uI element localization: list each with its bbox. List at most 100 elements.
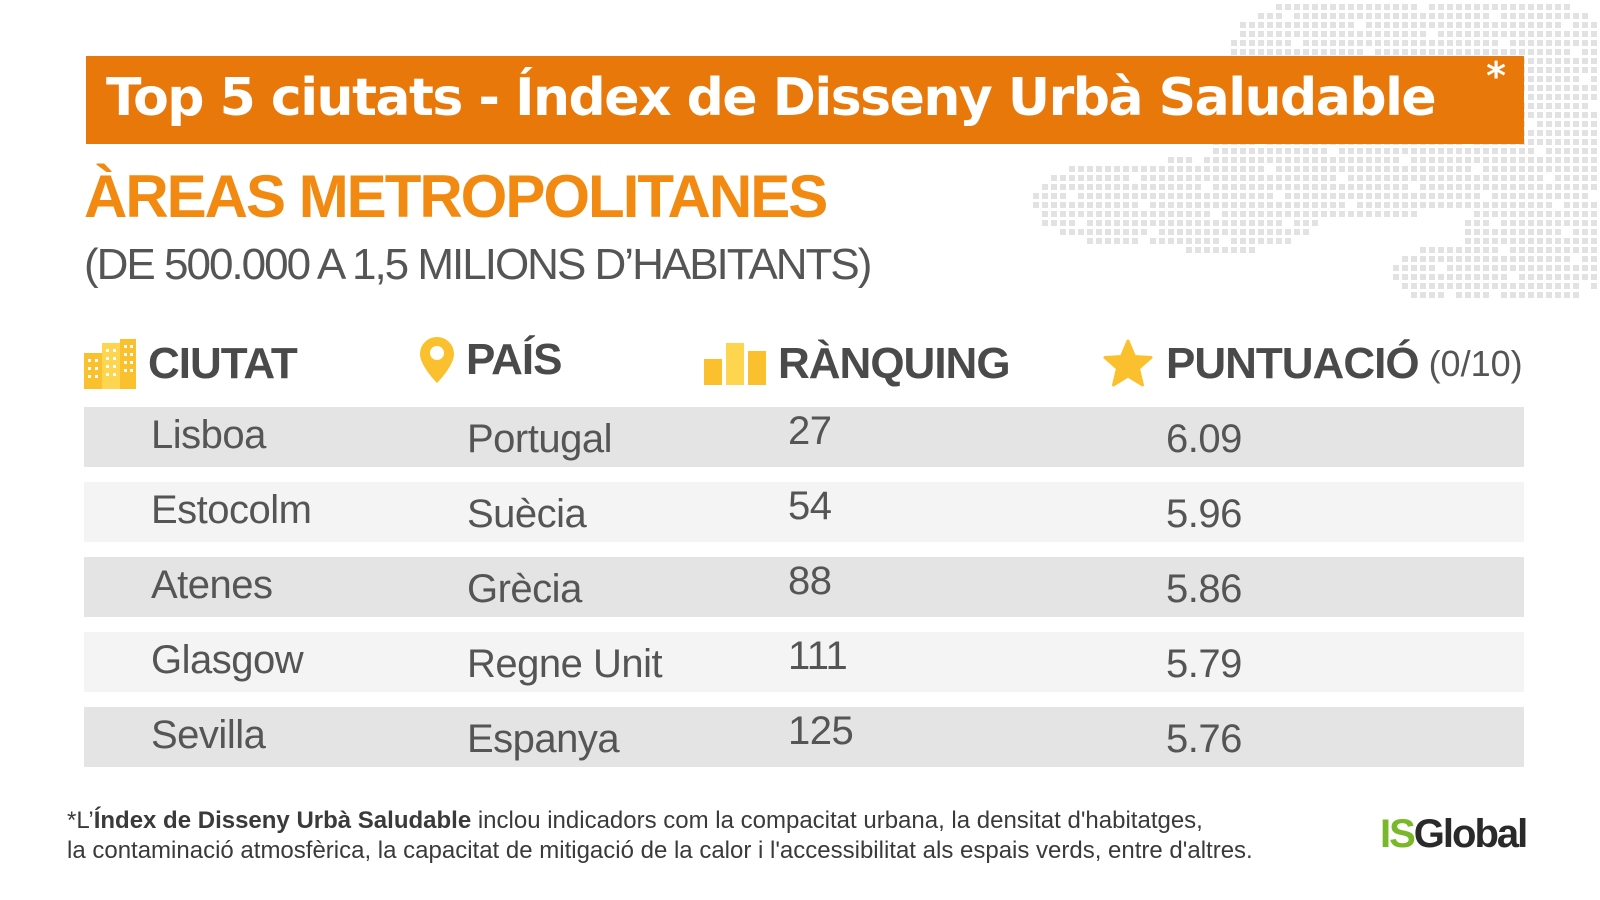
map-dot	[1285, 148, 1291, 154]
map-dot	[1276, 13, 1282, 19]
map-dot	[1456, 4, 1462, 10]
map-dot	[1501, 31, 1507, 37]
map-dot	[1573, 103, 1579, 109]
map-dot	[1159, 175, 1165, 181]
map-dot	[1573, 238, 1579, 244]
map-dot	[1573, 112, 1579, 118]
map-dot	[1213, 202, 1219, 208]
map-dot	[1555, 166, 1561, 172]
map-dot	[1537, 76, 1543, 82]
map-dot	[1321, 40, 1327, 46]
map-dot	[1276, 229, 1282, 235]
map-dot	[1582, 85, 1588, 91]
map-dot	[1285, 40, 1291, 46]
map-dot	[1474, 229, 1480, 235]
map-dot	[1384, 4, 1390, 10]
map-dot	[1591, 40, 1597, 46]
map-dot	[1321, 13, 1327, 19]
map-dot	[1591, 184, 1597, 190]
map-dot	[1492, 265, 1498, 271]
map-dot	[1087, 193, 1093, 199]
map-dot	[1483, 256, 1489, 262]
map-dot	[1546, 148, 1552, 154]
map-dot	[1555, 40, 1561, 46]
map-dot	[1060, 229, 1066, 235]
map-dot	[1150, 211, 1156, 217]
map-dot	[1231, 40, 1237, 46]
map-dot	[1546, 283, 1552, 289]
map-dot	[1465, 22, 1471, 28]
map-dot	[1582, 22, 1588, 28]
map-dot	[1303, 175, 1309, 181]
map-dot	[1366, 166, 1372, 172]
map-dot	[1348, 148, 1354, 154]
map-dot	[1411, 256, 1417, 262]
column-header-city: CIUTAT	[84, 334, 298, 394]
map-dot	[1465, 229, 1471, 235]
map-dot	[1564, 193, 1570, 199]
map-dot	[1366, 184, 1372, 190]
map-dot	[1294, 229, 1300, 235]
map-dot	[1555, 85, 1561, 91]
map-dot	[1321, 193, 1327, 199]
map-dot	[1528, 157, 1534, 163]
map-dot	[1456, 22, 1462, 28]
table-row: Estocolm Suècia 54 5.96	[84, 482, 1524, 542]
map-dot	[1501, 157, 1507, 163]
map-dot	[1591, 238, 1597, 244]
map-dot	[1537, 130, 1543, 136]
map-dot	[1564, 283, 1570, 289]
map-dot	[1420, 247, 1426, 253]
map-dot	[1420, 283, 1426, 289]
map-dot	[1492, 193, 1498, 199]
map-dot	[1474, 220, 1480, 226]
map-dot	[1123, 193, 1129, 199]
map-dot	[1411, 175, 1417, 181]
ranking-table: Lisboa Portugal 27 6.09 Estocolm Suècia …	[84, 407, 1524, 782]
map-dot	[1429, 256, 1435, 262]
map-dot	[1483, 292, 1489, 298]
map-dot	[1339, 22, 1345, 28]
map-dot	[1204, 166, 1210, 172]
map-dot	[1429, 175, 1435, 181]
map-dot	[1357, 184, 1363, 190]
map-dot	[1312, 184, 1318, 190]
map-dot	[1582, 184, 1588, 190]
map-dot	[1573, 58, 1579, 64]
map-dot	[1213, 220, 1219, 226]
buildings-icon	[84, 339, 136, 389]
map-dot	[1411, 292, 1417, 298]
map-dot	[1303, 184, 1309, 190]
map-dot	[1591, 166, 1597, 172]
map-dot	[1312, 49, 1318, 55]
map-dot	[1474, 49, 1480, 55]
country-cell: Portugal	[467, 417, 612, 461]
map-dot	[1519, 211, 1525, 217]
map-dot	[1402, 256, 1408, 262]
map-dot	[1375, 202, 1381, 208]
map-dot	[1348, 175, 1354, 181]
map-dot	[1519, 283, 1525, 289]
map-dot	[1177, 157, 1183, 163]
map-dot	[1438, 256, 1444, 262]
map-dot	[1555, 148, 1561, 154]
map-dot	[1312, 220, 1318, 226]
map-dot	[1411, 274, 1417, 280]
map-dot	[1060, 211, 1066, 217]
map-dot	[1375, 22, 1381, 28]
map-dot	[1240, 49, 1246, 55]
map-dot	[1294, 157, 1300, 163]
map-dot	[1465, 193, 1471, 199]
map-dot	[1402, 31, 1408, 37]
map-dot	[1339, 211, 1345, 217]
map-dot	[1276, 22, 1282, 28]
map-dot	[1573, 139, 1579, 145]
map-dot	[1492, 148, 1498, 154]
map-dot	[1573, 202, 1579, 208]
map-dot	[1420, 256, 1426, 262]
map-dot	[1267, 40, 1273, 46]
map-dot	[1285, 49, 1291, 55]
map-dot	[1141, 229, 1147, 235]
map-dot	[1483, 211, 1489, 217]
map-dot	[1186, 175, 1192, 181]
